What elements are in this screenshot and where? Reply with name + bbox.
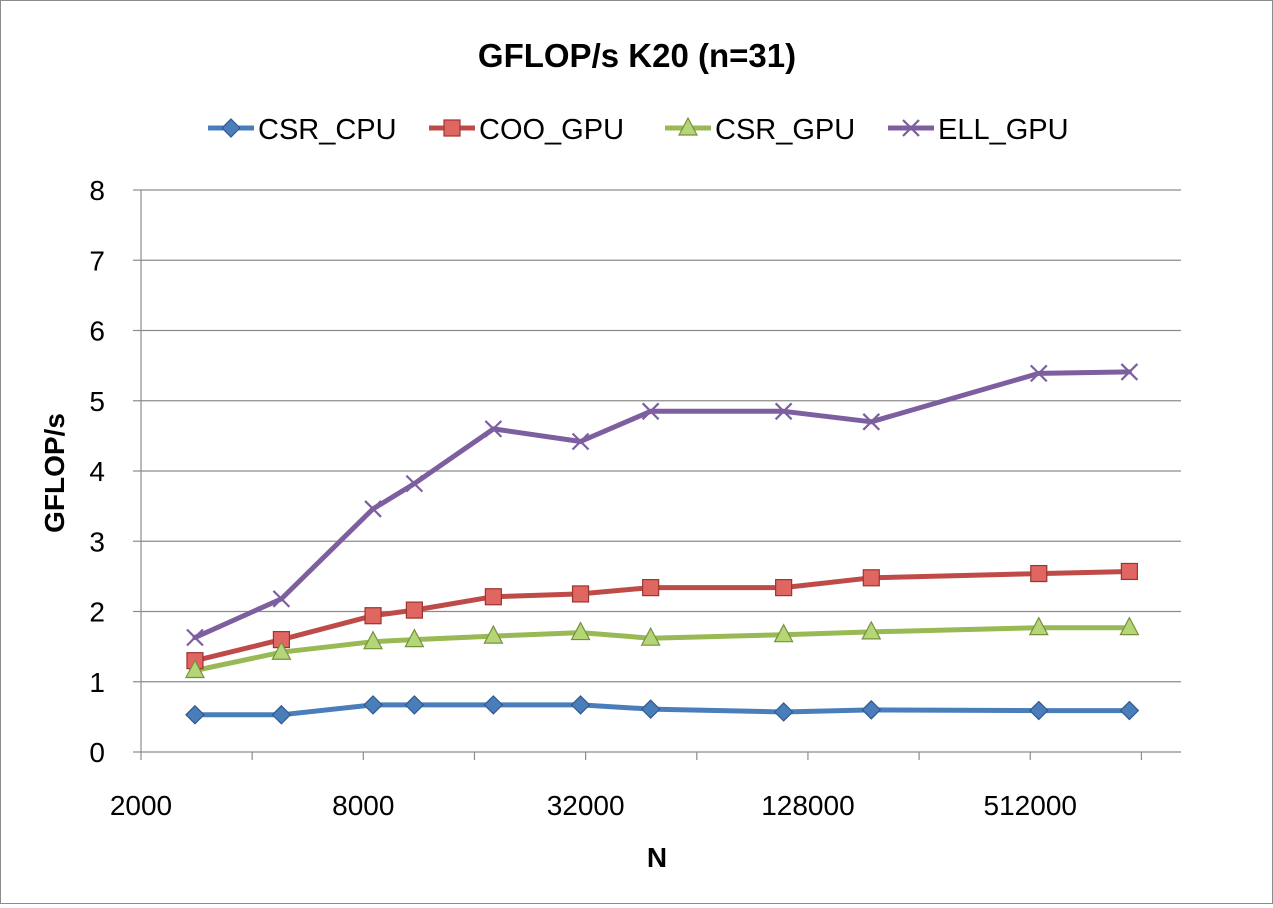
data-point-coo-gpu [1030,564,1048,583]
data-point-csr-cpu [640,699,661,719]
legend-marker [443,119,461,137]
y-tick-label: 5 [89,386,105,417]
legend-marker [221,118,241,138]
data-point-coo-gpu [364,607,382,625]
data-point-coo-gpu [405,601,423,619]
y-tick-label: 6 [89,316,105,347]
data-point-csr-cpu [185,704,205,725]
legend-label: CSR_CPU [258,114,397,146]
data-point-csr-gpu [570,621,591,641]
gridlines [140,189,1181,753]
data-point-csr-cpu [570,695,591,715]
y-tick-label: 7 [89,245,105,276]
chart-title: GFLOP/s K20 (n=31) [478,37,796,74]
data-point-csr-cpu [1119,700,1140,721]
data-point-csr-gpu [184,659,205,679]
data-point-csr-gpu [1028,616,1049,636]
legend-label: CSR_GPU [715,114,855,146]
data-point-ell-gpu [272,590,291,608]
data-point-csr-gpu [271,640,292,660]
data-point-coo-gpu [571,585,590,603]
data-point-ell-gpu [862,413,881,431]
legend-label: COO_GPU [479,114,624,146]
data-point-ell-gpu [641,402,660,421]
series-line-csr-gpu [192,625,1132,673]
data-point-csr-gpu [363,630,384,650]
data-point-coo-gpu [484,588,502,606]
data-point-csr-cpu [363,695,383,715]
y-tick-label: 1 [89,667,105,698]
legend-marker [902,119,920,137]
data-point-csr-gpu [404,628,425,648]
data-point-coo-gpu [642,579,660,597]
series-line-ell-gpu [192,369,1132,640]
data-point-ell-gpu [186,628,204,647]
data-point-ell-gpu [405,474,424,493]
data-point-ell-gpu [571,432,590,451]
data-point-csr-cpu [1028,700,1049,721]
y-tick-label: 0 [89,737,105,768]
y-tick-label: 8 [89,175,105,206]
data-point-ell-gpu [1030,364,1048,383]
data-point-csr-cpu [271,704,292,725]
x-tick-label: 2000 [110,790,172,821]
data-point-csr-gpu [773,623,794,643]
x-tick-label: 32000 [547,790,625,821]
data-point-coo-gpu [1120,562,1138,581]
x-axis-ticks: 2000 8000 32000 128000 512000 [110,752,1143,821]
data-point-csr-gpu [483,624,504,644]
y-axis-label: GFLOP/s [39,413,70,533]
series-markers [184,363,1140,725]
data-point-csr-cpu [773,702,794,722]
x-tick-label: 8000 [332,790,394,821]
data-point-coo-gpu [775,579,793,597]
series-line-csr-cpu [192,702,1132,718]
data-point-csr-cpu [861,700,882,720]
x-axis-label: N [647,842,667,873]
data-point-csr-gpu [1119,616,1140,636]
y-tick-label: 2 [89,597,105,628]
data-point-ell-gpu [774,402,793,421]
data-point-ell-gpu [1120,363,1139,381]
y-tick-label: 4 [89,456,105,487]
data-point-csr-gpu [861,620,882,640]
data-point-csr-gpu [640,626,661,646]
y-tick-label: 3 [89,526,105,557]
data-point-csr-cpu [404,695,425,715]
data-point-ell-gpu [484,420,503,438]
data-point-ell-gpu [364,500,382,518]
legend: CSR_CPU COO_GPU CSR_GPU ELL_GPU [208,114,1069,146]
legend-label: ELL_GPU [938,114,1069,146]
x-tick-label: 128000 [761,790,854,821]
x-tick-label: 512000 [984,790,1077,821]
data-point-coo-gpu [862,569,880,587]
series-lines [192,369,1132,718]
plot-area: 0 1 2 3 4 5 6 7 8 2000 8000 32000 128000 512000 [89,175,1181,821]
y-axis-ticks: 0 1 2 3 4 5 6 7 8 [89,175,141,768]
legend-marker [678,116,698,136]
data-point-csr-cpu [483,695,504,715]
